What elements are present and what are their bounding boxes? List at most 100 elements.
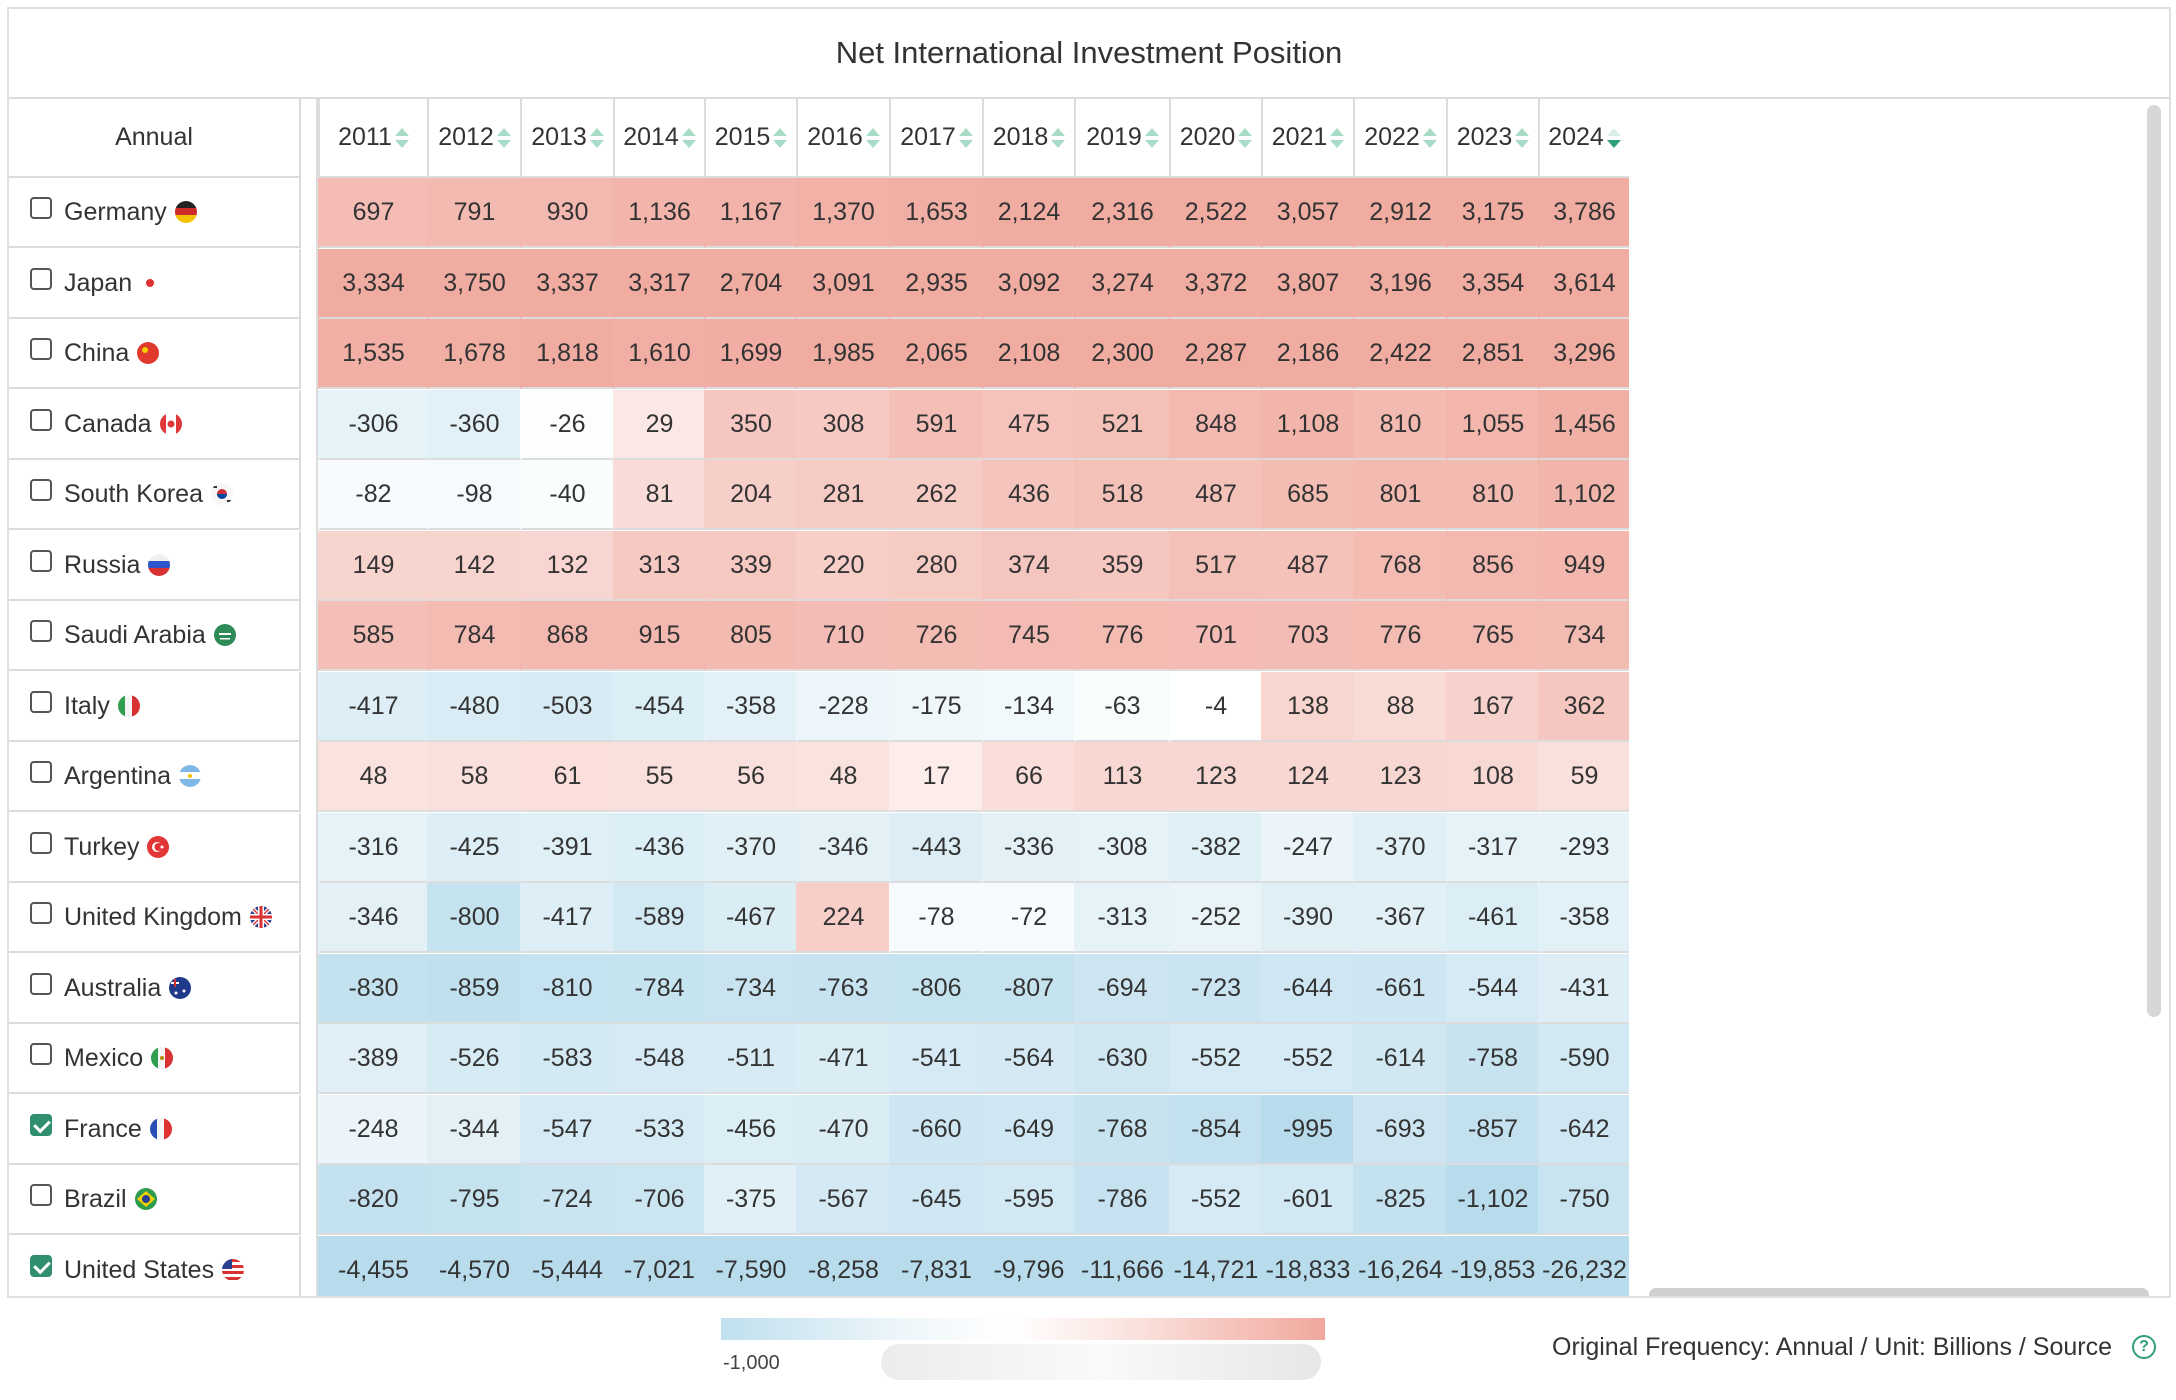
sort-icon[interactable] bbox=[958, 127, 973, 148]
table-cell: 3,057 bbox=[1261, 178, 1353, 248]
table-cell: -175 bbox=[889, 672, 982, 742]
row-label-russia: Russia bbox=[9, 531, 301, 601]
year-header-2023[interactable]: 2023 bbox=[1446, 99, 1538, 178]
table-cell: -660 bbox=[889, 1095, 982, 1165]
table-cell: -4,455 bbox=[318, 1236, 427, 1296]
year-header-2024[interactable]: 2024 bbox=[1538, 99, 1629, 178]
country-checkbox[interactable] bbox=[30, 832, 52, 854]
table-cell: -5,444 bbox=[520, 1236, 613, 1296]
table-cell: 521 bbox=[1074, 390, 1169, 460]
table-cell: -134 bbox=[982, 672, 1074, 742]
country-checkbox[interactable] bbox=[30, 1255, 52, 1277]
sort-icon[interactable] bbox=[1051, 127, 1066, 148]
table-cell: 29 bbox=[613, 390, 704, 460]
country-checkbox[interactable] bbox=[30, 550, 52, 572]
sort-icon[interactable] bbox=[681, 127, 696, 148]
table-cell: 48 bbox=[318, 742, 427, 812]
year-header-2021[interactable]: 2021 bbox=[1261, 99, 1353, 178]
sort-icon[interactable] bbox=[773, 127, 788, 148]
country-checkbox[interactable] bbox=[30, 1184, 52, 1206]
saudi-arabia-flag-icon bbox=[213, 624, 236, 646]
country-name: Turkey bbox=[64, 832, 140, 861]
year-header-2020[interactable]: 2020 bbox=[1169, 99, 1261, 178]
help-icon[interactable]: ? bbox=[2132, 1335, 2156, 1359]
table-cell: 81 bbox=[613, 460, 704, 530]
table-cell: 703 bbox=[1261, 601, 1353, 671]
table-cell: 1,699 bbox=[704, 319, 796, 389]
country-name: Russia bbox=[64, 550, 141, 579]
country-checkbox[interactable] bbox=[30, 338, 52, 360]
table-cell: 61 bbox=[520, 742, 613, 812]
table-cell: -370 bbox=[1353, 813, 1446, 883]
sort-icon[interactable] bbox=[865, 127, 880, 148]
table-cell: -316 bbox=[318, 813, 427, 883]
country-checkbox[interactable] bbox=[30, 479, 52, 501]
table-cell: -547 bbox=[520, 1095, 613, 1165]
country-checkbox[interactable] bbox=[30, 691, 52, 713]
country-checkbox[interactable] bbox=[30, 409, 52, 431]
table-cell: 734 bbox=[1538, 601, 1629, 671]
table-cell: 776 bbox=[1074, 601, 1169, 671]
vertical-scrollbar[interactable] bbox=[2147, 105, 2161, 1017]
sort-icon[interactable] bbox=[589, 127, 604, 148]
row-label-mexico: Mexico bbox=[9, 1024, 301, 1094]
year-header-2011[interactable]: 2011 bbox=[318, 99, 427, 178]
sort-icon[interactable] bbox=[1144, 127, 1159, 148]
table-cell: 58 bbox=[427, 742, 520, 812]
row-label-italy: Italy bbox=[9, 672, 301, 742]
sort-icon[interactable] bbox=[394, 127, 409, 148]
country-checkbox[interactable] bbox=[30, 620, 52, 642]
table-cell: 2,316 bbox=[1074, 178, 1169, 248]
table-cell: -313 bbox=[1074, 883, 1169, 953]
table-cell: 55 bbox=[613, 742, 704, 812]
year-header-2019[interactable]: 2019 bbox=[1074, 99, 1169, 178]
table-cell: 3,334 bbox=[318, 249, 427, 319]
table-cell: -706 bbox=[613, 1165, 704, 1235]
legend-range-slider[interactable] bbox=[881, 1344, 1321, 1380]
table-cell: 2,851 bbox=[1446, 319, 1538, 389]
year-header-label: 2019 bbox=[1086, 123, 1142, 151]
year-header-label: 2018 bbox=[992, 123, 1049, 151]
table-cell: -252 bbox=[1169, 883, 1261, 953]
country-name: Australia bbox=[64, 973, 162, 1002]
country-checkbox[interactable] bbox=[30, 1114, 52, 1136]
country-checkbox[interactable] bbox=[30, 197, 52, 219]
year-header-2022[interactable]: 2022 bbox=[1353, 99, 1446, 178]
table-cell: 132 bbox=[520, 531, 613, 601]
table-cell: 810 bbox=[1353, 390, 1446, 460]
table-cell: 801 bbox=[1353, 460, 1446, 530]
year-header-2014[interactable]: 2014 bbox=[613, 99, 704, 178]
sort-icon[interactable] bbox=[1422, 127, 1437, 148]
table-cell: -544 bbox=[1446, 954, 1538, 1024]
sort-icon[interactable] bbox=[1606, 127, 1621, 148]
table-cell: 142 bbox=[427, 531, 520, 601]
year-header-2016[interactable]: 2016 bbox=[796, 99, 889, 178]
russia-flag-icon bbox=[148, 554, 171, 576]
year-header-2012[interactable]: 2012 bbox=[427, 99, 520, 178]
sort-icon[interactable] bbox=[1515, 127, 1530, 148]
country-name: Japan bbox=[64, 268, 133, 297]
country-checkbox[interactable] bbox=[30, 761, 52, 783]
sort-icon[interactable] bbox=[496, 127, 511, 148]
table-cell: -601 bbox=[1261, 1165, 1353, 1235]
country-checkbox[interactable] bbox=[30, 1043, 52, 1065]
country-checkbox[interactable] bbox=[30, 973, 52, 995]
horizontal-scrollbar[interactable] bbox=[1649, 1288, 2149, 1296]
year-header-2015[interactable]: 2015 bbox=[704, 99, 796, 178]
country-checkbox[interactable] bbox=[30, 268, 52, 290]
table-cell: 585 bbox=[318, 601, 427, 671]
year-header-2013[interactable]: 2013 bbox=[520, 99, 613, 178]
country-name: South Korea bbox=[64, 479, 203, 508]
china-flag-icon bbox=[137, 342, 160, 364]
table-cell: -7,021 bbox=[613, 1236, 704, 1296]
sort-icon[interactable] bbox=[1330, 127, 1345, 148]
table-cell: 518 bbox=[1074, 460, 1169, 530]
table-cell: -98 bbox=[427, 460, 520, 530]
table-cell: -417 bbox=[520, 883, 613, 953]
year-header-2017[interactable]: 2017 bbox=[889, 99, 982, 178]
year-header-2018[interactable]: 2018 bbox=[982, 99, 1074, 178]
table-cell: 949 bbox=[1538, 531, 1629, 601]
sort-icon[interactable] bbox=[1238, 127, 1253, 148]
country-checkbox[interactable] bbox=[30, 902, 52, 924]
italy-flag-icon bbox=[117, 695, 140, 717]
